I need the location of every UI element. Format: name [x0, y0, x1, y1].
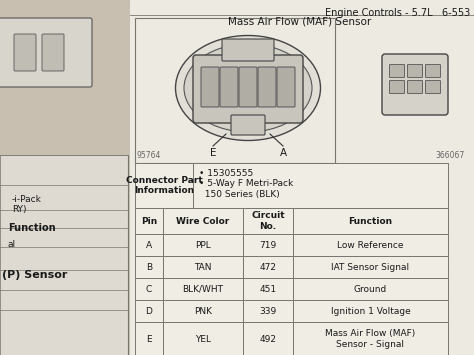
FancyBboxPatch shape	[135, 208, 163, 234]
Text: B: B	[146, 262, 152, 272]
FancyBboxPatch shape	[408, 65, 422, 77]
FancyBboxPatch shape	[293, 322, 448, 355]
Text: C: C	[146, 284, 152, 294]
Text: 95764: 95764	[137, 151, 161, 160]
Text: A: A	[280, 148, 287, 158]
Text: A: A	[146, 240, 152, 250]
Text: Function: Function	[348, 217, 392, 225]
FancyBboxPatch shape	[193, 163, 448, 208]
FancyBboxPatch shape	[222, 39, 274, 61]
Text: Function: Function	[8, 223, 55, 233]
Text: 472: 472	[259, 262, 276, 272]
FancyBboxPatch shape	[0, 18, 92, 87]
FancyBboxPatch shape	[42, 34, 64, 71]
Text: Mass Air Flow (MAF) Sensor: Mass Air Flow (MAF) Sensor	[228, 17, 372, 27]
FancyBboxPatch shape	[135, 300, 163, 322]
Text: Ignition 1 Voltage: Ignition 1 Voltage	[331, 306, 410, 316]
FancyBboxPatch shape	[258, 67, 276, 107]
Ellipse shape	[184, 44, 312, 132]
Text: 451: 451	[259, 284, 276, 294]
FancyBboxPatch shape	[163, 300, 243, 322]
FancyBboxPatch shape	[426, 65, 440, 77]
Ellipse shape	[175, 36, 320, 141]
FancyBboxPatch shape	[163, 278, 243, 300]
FancyBboxPatch shape	[135, 256, 163, 278]
FancyBboxPatch shape	[293, 278, 448, 300]
Text: 366067: 366067	[436, 151, 465, 160]
FancyBboxPatch shape	[193, 55, 303, 123]
FancyBboxPatch shape	[135, 163, 193, 208]
FancyBboxPatch shape	[382, 54, 448, 115]
FancyBboxPatch shape	[231, 115, 265, 135]
Text: Connector Part
Information: Connector Part Information	[126, 176, 202, 195]
FancyBboxPatch shape	[135, 322, 163, 355]
Text: PPL: PPL	[195, 240, 211, 250]
FancyBboxPatch shape	[239, 67, 257, 107]
FancyBboxPatch shape	[408, 81, 422, 93]
FancyBboxPatch shape	[426, 81, 440, 93]
FancyBboxPatch shape	[293, 256, 448, 278]
Text: TAN: TAN	[194, 262, 212, 272]
FancyBboxPatch shape	[14, 34, 36, 71]
FancyBboxPatch shape	[293, 300, 448, 322]
FancyBboxPatch shape	[135, 278, 163, 300]
Text: E: E	[146, 334, 152, 344]
FancyBboxPatch shape	[243, 300, 293, 322]
FancyBboxPatch shape	[243, 234, 293, 256]
FancyBboxPatch shape	[163, 234, 243, 256]
FancyBboxPatch shape	[390, 81, 404, 93]
FancyBboxPatch shape	[135, 18, 335, 163]
Text: -i-Pack
RY): -i-Pack RY)	[12, 195, 42, 214]
FancyBboxPatch shape	[243, 256, 293, 278]
Text: YEL: YEL	[195, 334, 211, 344]
Text: D: D	[146, 306, 153, 316]
Text: • 15305555
• 5-Way F Metri-Pack
  150 Series (BLK): • 15305555 • 5-Way F Metri-Pack 150 Seri…	[199, 169, 293, 199]
Text: Wire Color: Wire Color	[176, 217, 229, 225]
FancyBboxPatch shape	[293, 234, 448, 256]
FancyBboxPatch shape	[243, 208, 293, 234]
FancyBboxPatch shape	[0, 155, 128, 355]
FancyBboxPatch shape	[390, 65, 404, 77]
Text: al: al	[8, 240, 16, 249]
Text: (P) Sensor: (P) Sensor	[2, 270, 67, 280]
Text: 719: 719	[259, 240, 277, 250]
Text: Engine Controls - 5.7L   6-553: Engine Controls - 5.7L 6-553	[325, 8, 470, 18]
FancyBboxPatch shape	[220, 67, 238, 107]
Text: 492: 492	[259, 334, 276, 344]
Text: Circuit
No.: Circuit No.	[251, 211, 285, 231]
FancyBboxPatch shape	[163, 256, 243, 278]
Text: IAT Sensor Signal: IAT Sensor Signal	[331, 262, 410, 272]
Text: PNK: PNK	[194, 306, 212, 316]
Text: Pin: Pin	[141, 217, 157, 225]
Text: Mass Air Flow (MAF)
Sensor - Signal: Mass Air Flow (MAF) Sensor - Signal	[325, 329, 416, 349]
FancyBboxPatch shape	[135, 234, 163, 256]
Text: Low Reference: Low Reference	[337, 240, 404, 250]
FancyBboxPatch shape	[163, 322, 243, 355]
FancyBboxPatch shape	[201, 67, 219, 107]
FancyBboxPatch shape	[293, 208, 448, 234]
FancyBboxPatch shape	[277, 67, 295, 107]
FancyBboxPatch shape	[163, 208, 243, 234]
Text: BLK/WHT: BLK/WHT	[182, 284, 224, 294]
FancyBboxPatch shape	[243, 278, 293, 300]
Text: 339: 339	[259, 306, 277, 316]
FancyBboxPatch shape	[130, 0, 474, 355]
FancyBboxPatch shape	[243, 322, 293, 355]
Text: Ground: Ground	[354, 284, 387, 294]
Text: E: E	[210, 148, 216, 158]
